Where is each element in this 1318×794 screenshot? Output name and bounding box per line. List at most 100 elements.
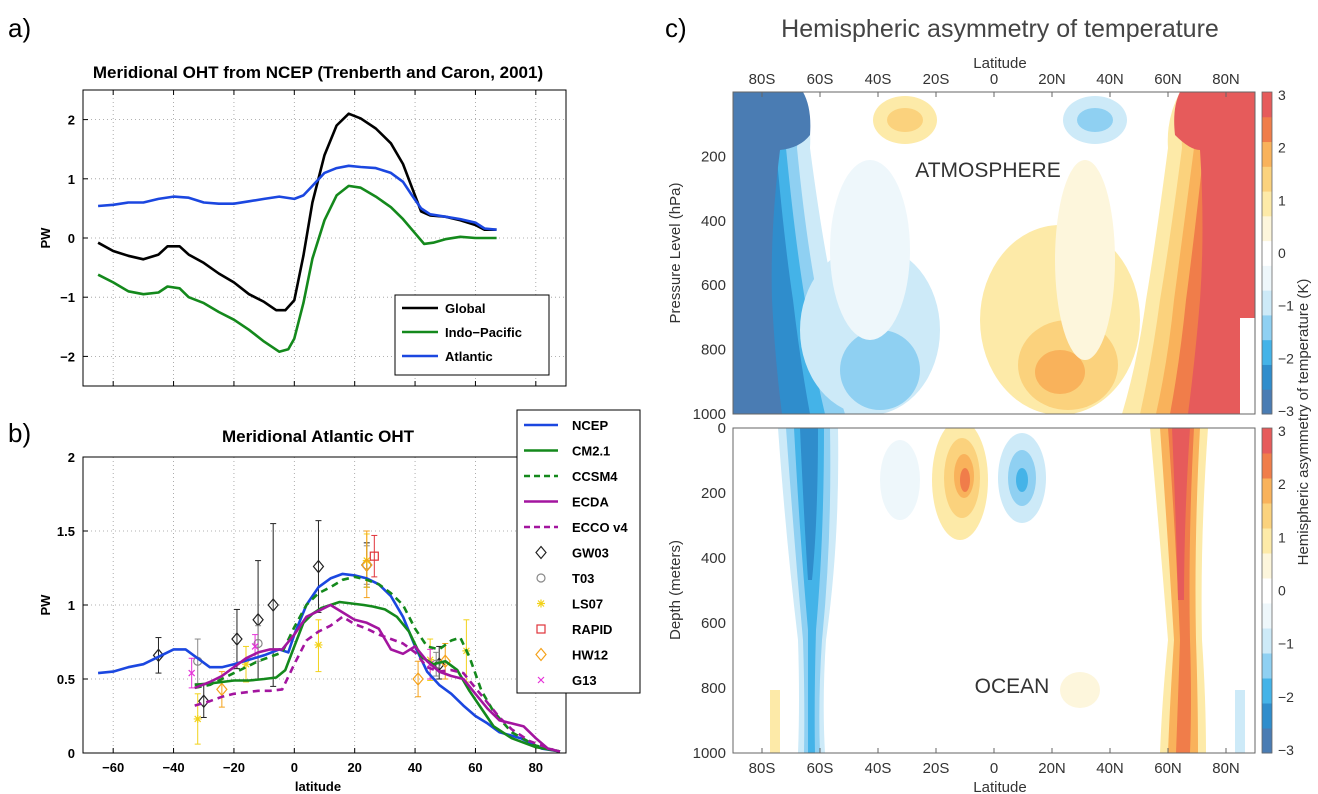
colorbar-segment — [1262, 603, 1272, 629]
y-tick-label: 0 — [68, 231, 75, 246]
top-axis-tick-label: 40N — [1096, 71, 1124, 88]
series-line-cm2-1 — [194, 600, 561, 753]
colorbar-segment — [1262, 339, 1272, 365]
colorbar-segment — [1262, 265, 1272, 291]
legend-label: CCSM4 — [572, 469, 618, 484]
panel-c-ticks: 80S 80S 60S 60S 40S 40S 20S 20S 0 0 20N 20N 40N 40N 60… — [693, 71, 1240, 777]
panel-b-xlabel: latitude — [295, 779, 341, 794]
ocean-y-tick-label: 600 — [701, 615, 726, 632]
obs-marker-diamond — [412, 672, 424, 686]
colorbar-segment — [1262, 503, 1272, 529]
ocean-y-tick-label: 1000 — [693, 745, 726, 762]
legend-label: GW03 — [572, 546, 609, 561]
ocean-field — [770, 428, 1245, 753]
bottom-axis-tick-label: 60S — [807, 760, 834, 777]
atmosphere-subplot: ATMOSPHERE Pressure Level (hPa) — [667, 91, 1256, 415]
obs-marker-diamond — [360, 558, 373, 572]
obs-marker-diamond — [267, 598, 279, 612]
bottom-axis-tick-label: 40N — [1096, 760, 1124, 777]
top-axis-tick-label: 20N — [1038, 71, 1066, 88]
colorbar-segment — [1262, 703, 1272, 729]
legend-label: NCEP — [572, 418, 608, 433]
obs-marker-diamond — [231, 632, 243, 646]
bottom-axis-tick-label: 80N — [1212, 760, 1240, 777]
series-line-ccsm4 — [194, 575, 561, 753]
ocean-y-tick-label: 400 — [701, 550, 726, 567]
top-axis-tick-label: 60S — [807, 71, 834, 88]
panel-a-ticks: −2 −1 0 1 2 — [60, 90, 537, 386]
ocean-label: OCEAN — [975, 675, 1050, 698]
obs-marker-x — [537, 676, 545, 684]
x-tick-label: −40 — [163, 760, 185, 775]
colorbar-segment — [1262, 428, 1272, 454]
x-tick-label: 60 — [468, 760, 482, 775]
x-tick-label: −60 — [102, 760, 124, 775]
panel-c-bottom-axis-label: Latitude — [973, 779, 1026, 794]
colorbar-segment — [1262, 240, 1272, 266]
panel-b-ticks: −60 −40 −20 0 20 40 60 80 0 0.5 1 1.5 2 — [57, 450, 543, 775]
atmosphere-label: ATMOSPHERE — [915, 159, 1060, 182]
panel-b-ylabel: PW — [38, 594, 53, 616]
y-tick-label: 2 — [68, 450, 75, 465]
top-axis-tick-label: 60N — [1154, 71, 1182, 88]
colorbar-tick-label: 3 — [1278, 423, 1286, 439]
colorbar-segment — [1262, 678, 1272, 704]
obs-marker-x — [251, 643, 259, 650]
series-line-ncep — [97, 572, 561, 753]
ocean-subplot: OCEAN Depth (meters) — [667, 427, 1256, 754]
legend-label: LS07 — [572, 597, 603, 612]
panel-a-title: Meridional OHT from NCEP (Trenberth and … — [93, 63, 543, 82]
ocean-y-tick-label: 200 — [701, 485, 726, 502]
colorbar-segment — [1262, 364, 1272, 390]
obs-marker-diamond — [152, 648, 165, 663]
colorbar-tick-label: 2 — [1278, 476, 1286, 492]
colorbar-segment — [1262, 453, 1272, 479]
colorbar-segment — [1262, 290, 1272, 316]
colorbar-segment — [1262, 141, 1272, 167]
colorbar-segment — [1262, 166, 1272, 192]
ocean-y-tick-label: 0 — [718, 420, 726, 437]
legend-label: ECCO v4 — [572, 520, 628, 535]
atmosphere-ylabel: Pressure Level (hPa) — [667, 183, 684, 324]
colorbar-tick-label: −1 — [1278, 636, 1294, 652]
atmosphere-y-tick-label: 200 — [701, 148, 726, 165]
panel-c: Hemispheric asymmetry of temperature Lat… — [667, 15, 1312, 794]
colorbar-segment — [1262, 389, 1272, 415]
series-line-ecco-v4 — [194, 615, 555, 752]
panel-a-legend: Global Indo−Pacific Atlantic — [394, 294, 550, 376]
obs-marker-circle — [536, 573, 546, 583]
panel-b-legend: NCEP CM2.1 CCSM4 ECDA ECCO v4 GW03 T03 LS07 RAPI… — [516, 409, 641, 694]
atmosphere-y-tick-label: 600 — [701, 277, 726, 294]
x-tick-label: 20 — [347, 760, 361, 775]
legend-label: HW12 — [572, 648, 608, 663]
panel-label-b: b) — [8, 418, 31, 448]
y-tick-label: −1 — [60, 290, 75, 305]
colorbar-segment — [1262, 478, 1272, 504]
obs-marker-diamond — [535, 545, 547, 560]
obs-marker-square — [536, 624, 546, 634]
series-line-global — [97, 112, 497, 312]
obs-marker-star — [314, 640, 323, 649]
bottom-axis-tick-label: 60N — [1154, 760, 1182, 777]
top-axis-tick-label: 40S — [865, 71, 892, 88]
colorbar-tick-label: 2 — [1278, 140, 1286, 156]
obs-marker-diamond — [439, 654, 452, 669]
obs-marker-square — [369, 551, 379, 561]
y-tick-label: 0 — [68, 746, 75, 761]
colorbar-segment — [1262, 728, 1272, 754]
x-tick-label: 80 — [529, 760, 543, 775]
legend-label: CM2.1 — [572, 444, 610, 459]
bottom-axis-tick-label: 40S — [865, 760, 892, 777]
series-line-ecda — [194, 603, 561, 753]
obs-marker-star — [537, 599, 545, 608]
colorbar-segment — [1262, 314, 1272, 341]
obs-marker-star — [242, 660, 251, 669]
y-tick-label: 1 — [68, 172, 75, 187]
panel-label-c: c) — [665, 13, 687, 43]
panel-b-observations — [152, 520, 471, 745]
obs-marker-x — [188, 669, 196, 677]
x-tick-label: 40 — [408, 760, 422, 775]
colorbar-segment — [1262, 578, 1272, 604]
colorbar-tick-label: −1 — [1278, 298, 1294, 314]
obs-marker-diamond — [535, 647, 547, 662]
